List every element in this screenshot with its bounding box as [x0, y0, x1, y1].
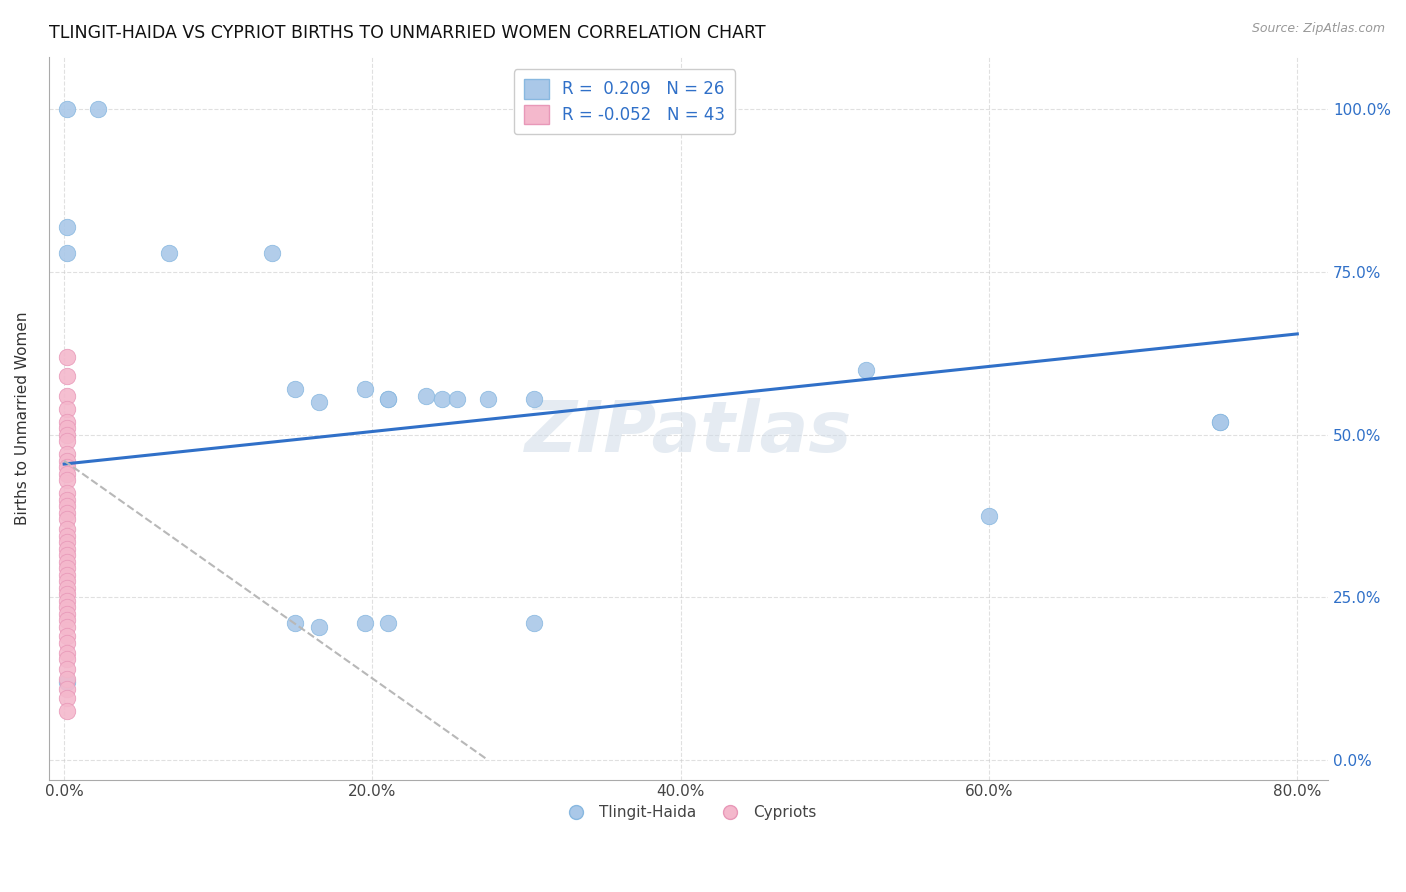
Point [56, 454, 79, 468]
Point [353, 616, 375, 631]
Point [56, 567, 79, 582]
Point [56, 350, 79, 364]
Point [523, 616, 546, 631]
Point [56, 434, 79, 449]
Point [523, 392, 546, 406]
Point [56, 421, 79, 435]
Point [284, 616, 307, 631]
Point [56, 581, 79, 595]
Point [56, 512, 79, 526]
Point [56, 548, 79, 562]
Point [56, 528, 79, 542]
Point [56, 447, 79, 461]
Point [1209, 415, 1232, 429]
Point [977, 509, 1000, 524]
Point [56, 652, 79, 666]
Point [56, 600, 79, 615]
Point [1209, 415, 1232, 429]
Point [56, 541, 79, 556]
Point [56, 401, 79, 416]
Point [56, 486, 79, 500]
Point [308, 395, 330, 409]
Point [56, 691, 79, 706]
Point [56, 492, 79, 507]
Point [262, 245, 284, 260]
Point [377, 392, 399, 406]
Point [56, 593, 79, 607]
Point [56, 467, 79, 481]
Point [855, 362, 877, 376]
Point [56, 103, 79, 117]
Text: TLINGIT-HAIDA VS CYPRIOT BIRTHS TO UNMARRIED WOMEN CORRELATION CHART: TLINGIT-HAIDA VS CYPRIOT BIRTHS TO UNMAR… [49, 24, 765, 42]
Point [87, 103, 110, 117]
Point [56, 427, 79, 442]
Point [56, 646, 79, 660]
Text: ZIPatlas: ZIPatlas [524, 399, 852, 467]
Point [377, 392, 399, 406]
Point [56, 415, 79, 429]
Point [56, 681, 79, 696]
Point [353, 382, 375, 396]
Y-axis label: Births to Unmarried Women: Births to Unmarried Women [15, 311, 30, 525]
Point [56, 630, 79, 644]
Point [446, 392, 468, 406]
Point [56, 662, 79, 676]
Point [56, 607, 79, 621]
Point [56, 574, 79, 589]
Point [56, 561, 79, 575]
Point [477, 392, 499, 406]
Point [56, 587, 79, 601]
Point [56, 506, 79, 520]
Point [56, 500, 79, 514]
Point [56, 245, 79, 260]
Point [56, 675, 79, 690]
Point [56, 535, 79, 549]
Point [415, 389, 437, 403]
Point [56, 473, 79, 487]
Legend: Tlingit-Haida, Cypriots: Tlingit-Haida, Cypriots [554, 799, 823, 826]
Point [56, 522, 79, 536]
Point [56, 704, 79, 718]
Point [56, 369, 79, 384]
Point [56, 636, 79, 650]
Point [430, 392, 453, 406]
Point [56, 460, 79, 475]
Point [56, 672, 79, 686]
Point [157, 245, 180, 260]
Point [56, 219, 79, 234]
Point [56, 613, 79, 627]
Point [284, 382, 307, 396]
Point [308, 620, 330, 634]
Text: Source: ZipAtlas.com: Source: ZipAtlas.com [1251, 22, 1385, 36]
Point [377, 616, 399, 631]
Point [56, 620, 79, 634]
Point [56, 555, 79, 569]
Point [56, 389, 79, 403]
